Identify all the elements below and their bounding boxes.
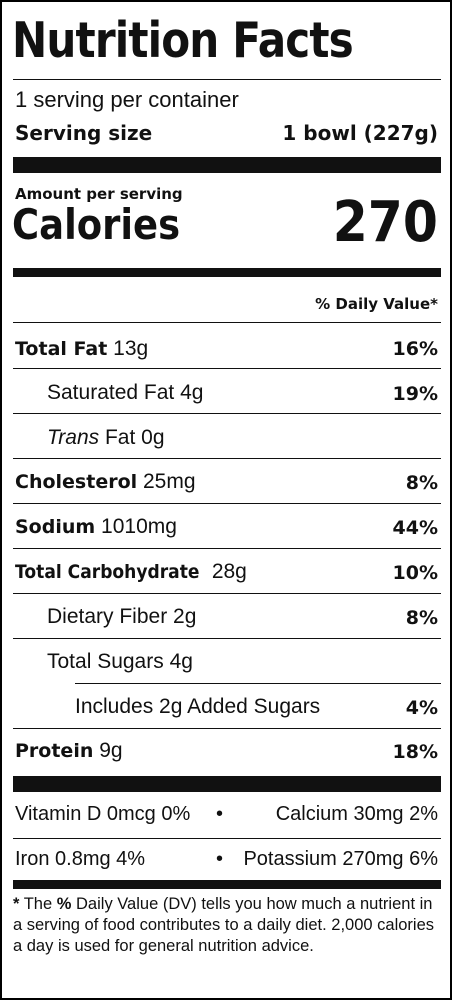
servings-per-container: 1 serving per container (15, 87, 239, 112)
footnote-percent: % (56, 895, 72, 913)
divider-thin (13, 838, 441, 839)
potassium: Potassium 270mg 6% (243, 848, 438, 870)
iron: Iron 0.8mg 4% (15, 848, 146, 870)
bullet: • (216, 848, 224, 870)
nutrient-sodium: Sodium 1010mg (15, 515, 177, 539)
nutrient-name: Sodium (15, 516, 96, 538)
nutrient-protein: Protein 9g (15, 739, 123, 763)
nutrient-amount: 25mg (142, 470, 196, 493)
nutrient-amount: 0g (141, 426, 165, 449)
divider-medium (13, 268, 441, 277)
divider-thin (13, 79, 441, 80)
divider-thin (13, 413, 441, 414)
nutrient-name: Total Carbohydrate (15, 561, 200, 583)
nutrient-total-carbohydrate: Total Carbohydrate 28g (15, 560, 247, 584)
dv-saturated-fat: 19% (392, 383, 438, 405)
divider-thin (13, 593, 441, 594)
footnote-star: * (13, 895, 20, 913)
amount-per-serving: Amount per serving (15, 185, 183, 203)
nutrient-amount: 28g (211, 560, 247, 583)
divider-thick (13, 776, 441, 792)
dv-added-sugars: 4% (405, 697, 438, 719)
nutrient-name: Saturated Fat (47, 381, 175, 404)
nutrient-amount: 13g (113, 337, 149, 360)
nutrient-name: Cholesterol (15, 471, 138, 493)
vitamin-d: Vitamin D 0mcg 0% (15, 803, 191, 825)
divider-medium (13, 880, 441, 889)
nutrient-name: Fat (104, 426, 136, 449)
serving-size-label: Serving size (15, 121, 153, 145)
nutrient-cholesterol: Cholesterol 25mg (15, 470, 196, 494)
divider-thin (13, 548, 441, 549)
nutrient-name: Total Sugars (47, 650, 164, 673)
calories-label: Calories (12, 200, 181, 249)
nutrient-amount: 1010mg (101, 515, 177, 538)
nutrient-trans-fat: Trans Fat 0g (47, 426, 165, 450)
nutrient-amount: 4g (169, 650, 193, 673)
footnote-pre: The (23, 895, 53, 913)
dv-total-fat: 16% (392, 338, 438, 360)
nutrient-total-fat: Total Fat 13g (15, 337, 148, 361)
dv-total-carbohydrate: 10% (392, 562, 438, 584)
dv-cholesterol: 8% (405, 472, 438, 494)
divider-thin (13, 322, 441, 323)
divider-thin (13, 458, 441, 459)
divider-thin (13, 503, 441, 504)
calories-value: 270 (332, 190, 438, 255)
nutrient-total-sugars: Total Sugars 4g (47, 650, 193, 674)
serving-size-value: 1 bowl (227g) (282, 121, 438, 145)
divider-thin (13, 728, 441, 729)
nutrient-dietary-fiber: Dietary Fiber 2g (47, 605, 196, 629)
bullet: • (216, 803, 224, 825)
divider-thin (13, 368, 441, 369)
dv-sodium: 44% (392, 517, 438, 539)
dv-dietary-fiber: 8% (405, 607, 438, 629)
nutrient-amount: 2g (173, 605, 197, 628)
footnote-text: Daily Value (DV) tells you how much a nu… (13, 895, 434, 955)
nutrient-amount: 9g (99, 739, 123, 762)
dv-protein: 18% (392, 741, 438, 763)
nutrient-name: Total Fat (15, 338, 108, 360)
nutrient-name: Dietary Fiber (47, 605, 168, 628)
nutrient-name-italic: Trans (47, 426, 100, 449)
nutrient-saturated-fat: Saturated Fat 4g (47, 381, 203, 405)
divider-thin (13, 638, 441, 639)
label-title: Nutrition Facts (12, 12, 354, 69)
nutrient-name: Protein (15, 740, 94, 762)
footnote: * The % Daily Value (DV) tells you how m… (13, 894, 438, 957)
divider-thin (75, 683, 441, 684)
daily-value-header: % Daily Value* (315, 295, 438, 313)
nutrient-amount: 4g (180, 381, 204, 404)
calcium: Calcium 30mg 2% (275, 803, 438, 825)
nutrient-added-sugars: Includes 2g Added Sugars (75, 695, 321, 718)
divider-thick (13, 157, 441, 173)
